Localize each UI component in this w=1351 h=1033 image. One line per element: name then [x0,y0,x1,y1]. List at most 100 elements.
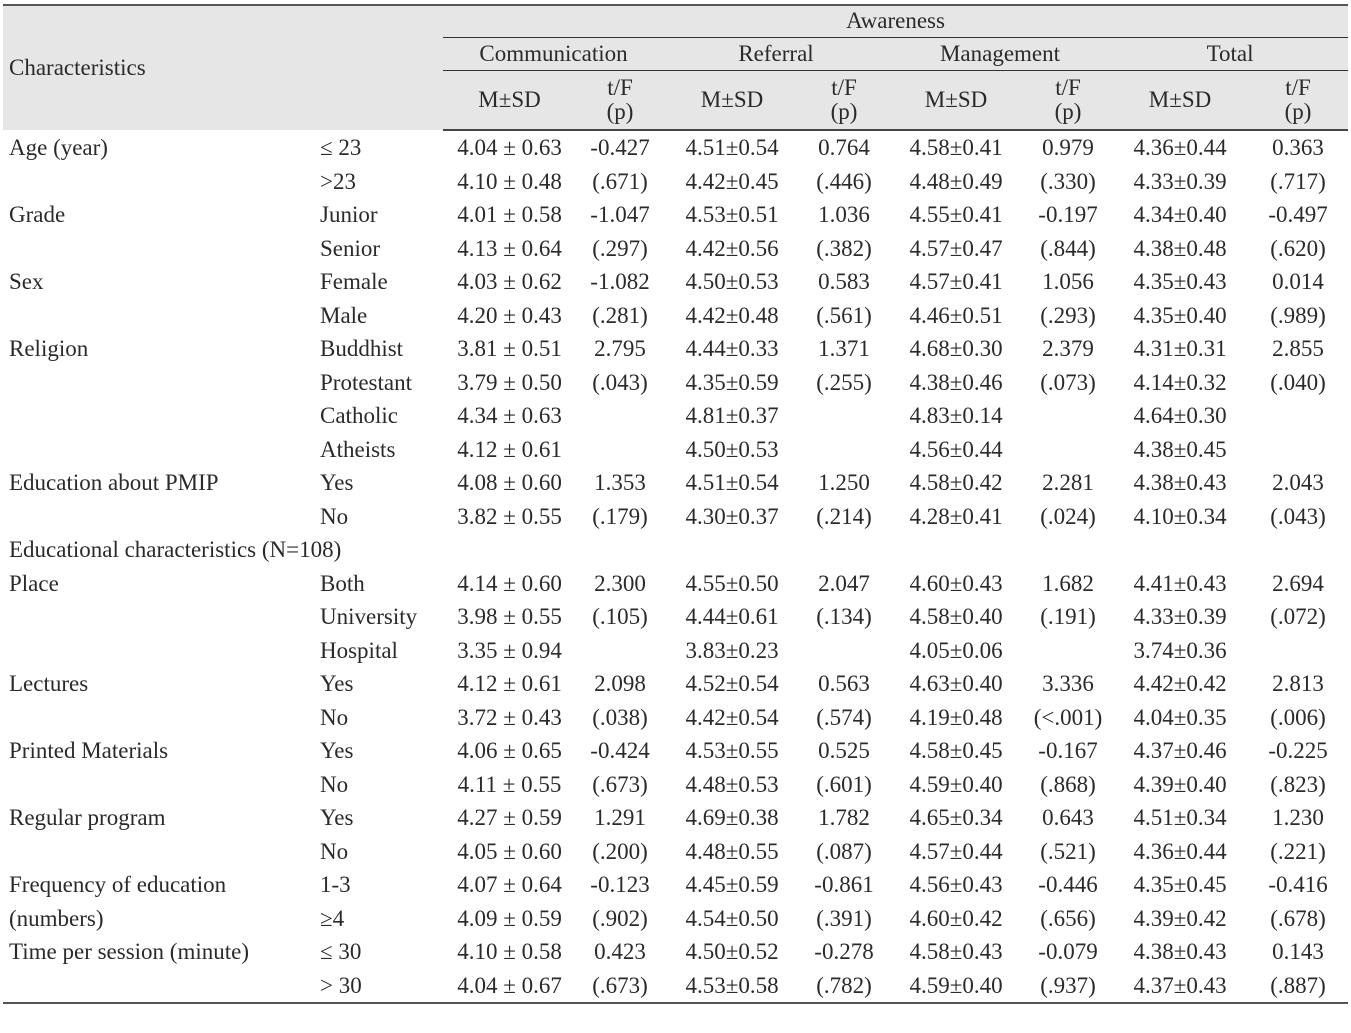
table-row: Printed Materials Yes 4.06 ± 0.65 -0.424 4.5… [3,734,1348,768]
table-row: University 3.98 ± 0.55 (.105) 4.44±0.61 (.13… [3,600,1348,634]
mean-sd-cell: 4.04 ± 0.67 [443,968,577,1004]
subgroup-cell: ≤ 23 [320,134,362,160]
mean-sd-cell: 4.56±0.43 [909,872,1003,898]
mean-sd-cell: 4.39±0.42 [1133,905,1227,931]
mean-sd-cell: 4.45±0.59 [685,872,779,898]
characteristic-cell [3,165,316,199]
table-row: Catholic 4.34 ± 0.63 4.81±0.37 4.83±0.14 4.6… [3,399,1348,433]
table-row: Grade Junior 4.01 ± 0.58 -1.047 4.53±0.51 1.0… [3,198,1348,232]
stat-cell: -0.446 [1038,872,1098,898]
stat-cell: 0.525 [818,738,870,764]
mean-sd-cell: 4.36±0.44 [1133,838,1227,864]
stat-cell: -0.416 [1268,872,1328,898]
mean-sd-cell: 4.37±0.43 [1112,968,1249,1004]
mean-sd-cell: 4.08 ± 0.60 [457,470,562,496]
characteristic-cell [3,299,316,333]
mean-sd-cell: 4.53±0.51 [685,202,779,228]
table-row: No 4.11 ± 0.55 (.673) 4.48±0.53 (.601) 4.59±0… [3,768,1348,802]
mean-sd-cell: 4.53±0.55 [685,738,779,764]
stat-cell: 1.230 [1272,805,1324,831]
mean-sd-cell: 3.74±0.36 [1133,637,1227,663]
table-row: >23 4.10 ± 0.48 (.671) 4.42±0.45 (.446) 4.48±… [3,165,1348,199]
stat-cell: -1.047 [590,202,650,228]
stat-cell: 1.353 [594,470,646,496]
characteristic-cell: Education about PMIP [9,470,219,496]
stat-cell [800,634,888,668]
mean-sd-cell: 4.14 ± 0.60 [457,570,562,596]
stat-cell: (.072) [1270,604,1326,630]
mean-sd-cell: 4.46±0.51 [909,302,1003,328]
characteristic-cell: Age (year) [9,134,108,160]
mean-sd-cell: 4.69±0.38 [685,805,779,831]
mean-sd-cell: 3.72 ± 0.43 [457,704,562,730]
stat-cell: (.200) [592,838,648,864]
characteristic-cell [3,835,316,869]
mean-sd-cell: 4.55±0.50 [685,570,779,596]
management-header: Management [888,37,1113,71]
subgroup-cell: No [320,838,349,864]
stat-cell: -0.197 [1038,202,1098,228]
stat-cell: 1.291 [594,805,646,831]
stat-cell: (.673) [576,968,665,1004]
mean-sd-cell: 4.38±0.43 [1133,470,1227,496]
mean-sd-cell: 4.34 ± 0.63 [457,403,562,429]
subgroup-cell: Senior [320,235,381,261]
mean-sd-cell: 4.42±0.54 [685,704,779,730]
stat-cell [576,399,664,433]
characteristic-cell: Frequency of education [9,872,227,898]
mean-sd-cell: 4.58±0.42 [909,470,1003,496]
characteristic-cell: Regular program [9,805,166,831]
table-row: Regular program Yes 4.27 ± 0.59 1.291 4.69±0… [3,801,1348,835]
stat-cell: (.678) [1270,905,1326,931]
characteristic-cell [3,768,316,802]
table-row: > 30 4.04 ± 0.67 (.673) 4.53±0.58 (.782) 4.59… [3,968,1349,1004]
stat-cell: -0.424 [590,738,650,764]
stat-cell [1024,433,1112,467]
mean-sd-cell: 4.35±0.45 [1133,872,1227,898]
tf-label: t/F [1285,74,1311,100]
stat-cell [1248,634,1348,668]
stat-cell: (.330) [1040,168,1096,194]
characteristic-cell [3,634,316,668]
mean-sd-cell: 4.48±0.53 [685,771,779,797]
stat-cell: 1.371 [818,336,870,362]
mean-sd-cell: 4.33±0.39 [1133,168,1227,194]
mean-sd-cell: 4.27 ± 0.59 [457,805,562,831]
stat-cell: (.214) [816,503,872,529]
awareness-header: Awareness [443,4,1349,38]
stat-cell: 2.281 [1042,470,1094,496]
characteristic-cell [3,600,316,634]
subgroup-cell: Atheists [320,436,396,462]
stat-cell: -0.278 [814,939,874,965]
subgroup-cell: Yes [320,671,354,697]
stat-cell: 1.250 [818,470,870,496]
mean-sd-cell: 4.60±0.42 [909,905,1003,931]
mean-sd-cell: 4.07 ± 0.64 [457,872,562,898]
mean-sd-cell: 4.44±0.33 [685,336,779,362]
stat-cell: 2.813 [1272,671,1324,697]
mean-sd-cell: 4.64±0.30 [1133,403,1227,429]
mean-sd-cell: 4.48±0.49 [909,168,1003,194]
mean-sd-cell: 4.68±0.30 [909,336,1003,362]
subgroup-cell: No [320,503,349,529]
table-row: Place Both 4.14 ± 0.60 2.300 4.55±0.50 2.047 4… [3,567,1348,601]
stat-cell: (.179) [592,503,648,529]
mean-sd-cell: 4.05 ± 0.60 [457,838,562,864]
mean-sd-cell: 4.33±0.39 [1133,604,1227,630]
characteristic-cell [3,701,316,735]
stat-cell: (.561) [816,302,872,328]
mean-sd-cell: 4.51±0.54 [685,135,779,161]
table-row: Senior 4.13 ± 0.64 (.297) 4.42±0.56 (.382) 4.… [3,232,1348,266]
mean-sd-cell: 4.06 ± 0.65 [457,738,562,764]
mean-sd-cell: 4.37±0.46 [1133,738,1227,764]
stat-cell: 0.423 [594,939,646,965]
mean-sd-cell: 4.57±0.41 [909,269,1003,295]
mean-sd-cell: 4.63±0.40 [909,671,1003,697]
subgroup-cell: Female [320,269,388,295]
stat-cell: 2.855 [1272,336,1324,362]
subgroup-cell: 1-3 [320,872,351,898]
p-label: (p) [1284,98,1312,124]
mean-sd-cell: 4.35±0.40 [1133,302,1227,328]
msd-header: M±SD [888,70,1025,131]
mean-sd-cell: 3.81 ± 0.51 [457,336,562,362]
